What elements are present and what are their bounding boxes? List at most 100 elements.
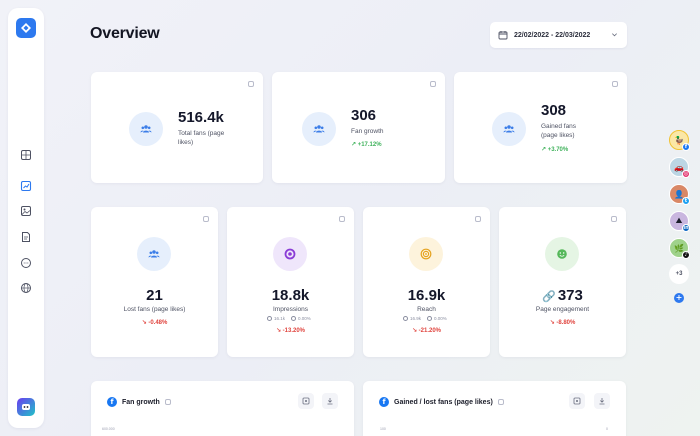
chart-header: f Gained / lost fans (page likes) xyxy=(379,397,504,407)
info-icon[interactable] xyxy=(248,81,254,87)
kpi-delta: ↘ -21.20% xyxy=(363,327,490,334)
kpi-card-reach: 16.9k Reach 16.9k 0.00% ↘ -21.20% xyxy=(363,207,490,357)
dashboard-icon xyxy=(21,150,31,160)
sidebar-item-media[interactable] xyxy=(19,204,33,218)
kpi-label: Gained fans (page likes) xyxy=(541,123,577,139)
chart-download-button[interactable] xyxy=(322,393,338,409)
kpi-delta-value: +17.12% xyxy=(357,142,382,148)
download-icon xyxy=(327,398,333,405)
paid-icon xyxy=(427,316,433,321)
document-icon xyxy=(22,232,30,242)
mountain-avatar-icon: ⛰ xyxy=(675,216,683,225)
tiktok-badge-icon: ♪ xyxy=(682,251,690,259)
link-icon: 🔗 xyxy=(542,291,556,303)
logo-icon xyxy=(21,23,31,33)
analytics-icon xyxy=(20,180,32,192)
kpi-delta: ↘ -0.48% xyxy=(91,319,218,326)
kpi-delta-value: -21.20% xyxy=(418,328,442,334)
organic-icon xyxy=(267,316,272,321)
kpi-value: 308 xyxy=(541,102,567,119)
account-tiktok[interactable]: 🌿 ♪ xyxy=(669,238,690,259)
kpi-value: 516.4k xyxy=(178,109,224,126)
paid-stat: 0.00% xyxy=(427,316,447,321)
kpi-sub-stats: 16.1k 0.00% xyxy=(267,316,311,321)
add-account-button[interactable]: + xyxy=(674,293,684,303)
user-avatar[interactable] xyxy=(17,398,35,416)
kpi-card-lost-fans: 21 Lost fans (page likes) ↘ -0.48% xyxy=(91,207,218,357)
organic-stat: 16.9k xyxy=(403,316,421,321)
chevron-down-icon xyxy=(612,33,617,37)
kpi-delta-value: +3.70% xyxy=(547,147,569,153)
kpi-value: 🔗 373 xyxy=(542,287,583,304)
organic-stat: 16.1k xyxy=(267,316,285,321)
account-linkedin[interactable]: ⛰ in xyxy=(669,211,690,232)
duck-avatar-icon: 🦆 xyxy=(674,135,684,145)
kpi-sub-stats: 16.9k 0.00% xyxy=(403,316,447,321)
page-title: Overview xyxy=(90,25,160,42)
kpi-delta: ↘ -13.20% xyxy=(227,327,354,334)
y-axis-label: 600.000 xyxy=(102,427,115,431)
kpi-delta-value: -13.20% xyxy=(282,328,306,334)
media-icon xyxy=(21,206,31,216)
reach-icon xyxy=(409,237,443,271)
kpi-value: 16.9k xyxy=(407,287,446,304)
car-avatar-icon: 🚗 xyxy=(674,162,684,172)
settings-icon xyxy=(573,397,581,405)
sidebar-item-analytics[interactable] xyxy=(19,179,33,193)
info-icon[interactable] xyxy=(203,216,209,222)
app-logo[interactable] xyxy=(16,18,36,38)
fans-icon xyxy=(302,112,336,146)
account-facebook[interactable]: 🦆 f xyxy=(669,130,690,151)
chart-card-gained-lost-fans: f Gained / lost fans (page likes) 100 0 xyxy=(363,381,626,436)
kpi-label: Lost fans (page likes) xyxy=(123,306,186,313)
sidebar-item-globe[interactable] xyxy=(19,281,33,295)
kpi-value: 18.8k xyxy=(271,287,310,304)
info-icon[interactable] xyxy=(164,399,171,405)
chart-title: Gained / lost fans (page likes) xyxy=(394,398,493,406)
info-icon[interactable] xyxy=(339,216,345,222)
kpi-card-total-fans: 516.4k Total fans (page likes) xyxy=(91,72,263,183)
sidebar-item-dashboard[interactable] xyxy=(19,148,33,162)
sidebar-item-documents[interactable] xyxy=(19,230,33,244)
kpi-delta-value: -8.80% xyxy=(556,320,576,326)
info-icon[interactable] xyxy=(611,216,617,222)
impressions-icon xyxy=(273,237,307,271)
twitter-badge-icon: t xyxy=(682,197,690,205)
kpi-value: 306 xyxy=(351,107,377,124)
chart-settings-button[interactable] xyxy=(569,393,585,409)
date-range-picker[interactable]: 22/02/2022 - 22/03/2022 xyxy=(490,22,627,48)
fans-icon xyxy=(129,112,163,146)
account-twitter[interactable]: 👤 t xyxy=(669,184,690,205)
person-avatar-icon: 👤 xyxy=(674,189,684,199)
engagement-icon xyxy=(545,237,579,271)
more-accounts-button[interactable]: +3 xyxy=(669,264,689,284)
settings-icon xyxy=(302,397,310,405)
kpi-label: Impressions xyxy=(272,306,309,313)
fans-icon xyxy=(492,112,526,146)
account-instagram[interactable]: 🚗 ◎ xyxy=(669,157,690,178)
kpi-label: Reach xyxy=(417,306,436,313)
chart-download-button[interactable] xyxy=(594,393,610,409)
kpi-card-fan-growth: 306 Fan growth ↗ +17.12% xyxy=(272,72,445,183)
organic-icon xyxy=(403,316,408,321)
info-icon[interactable] xyxy=(475,216,481,222)
chart-settings-button[interactable] xyxy=(298,393,314,409)
instagram-badge-icon: ◎ xyxy=(682,170,690,178)
sidebar xyxy=(8,8,44,428)
kpi-label: Total fans (page likes) xyxy=(178,130,225,146)
info-icon[interactable] xyxy=(612,81,618,87)
kpi-label: Fan growth xyxy=(351,128,384,135)
sidebar-item-chat[interactable] xyxy=(19,256,33,270)
arrow-up-icon: ↗ xyxy=(541,147,548,153)
kpi-delta: ↗ +17.12% xyxy=(351,141,382,148)
facebook-icon: f xyxy=(379,397,389,407)
arrow-down-icon: ↘ xyxy=(141,320,149,326)
globe-icon xyxy=(21,283,31,293)
arrow-down-icon: ↘ xyxy=(549,320,557,326)
linkedin-badge-icon: in xyxy=(682,224,690,232)
info-icon[interactable] xyxy=(430,81,436,87)
info-icon[interactable] xyxy=(497,399,504,405)
plant-avatar-icon: 🌿 xyxy=(674,243,684,253)
kpi-delta-value: -0.48% xyxy=(148,320,168,326)
